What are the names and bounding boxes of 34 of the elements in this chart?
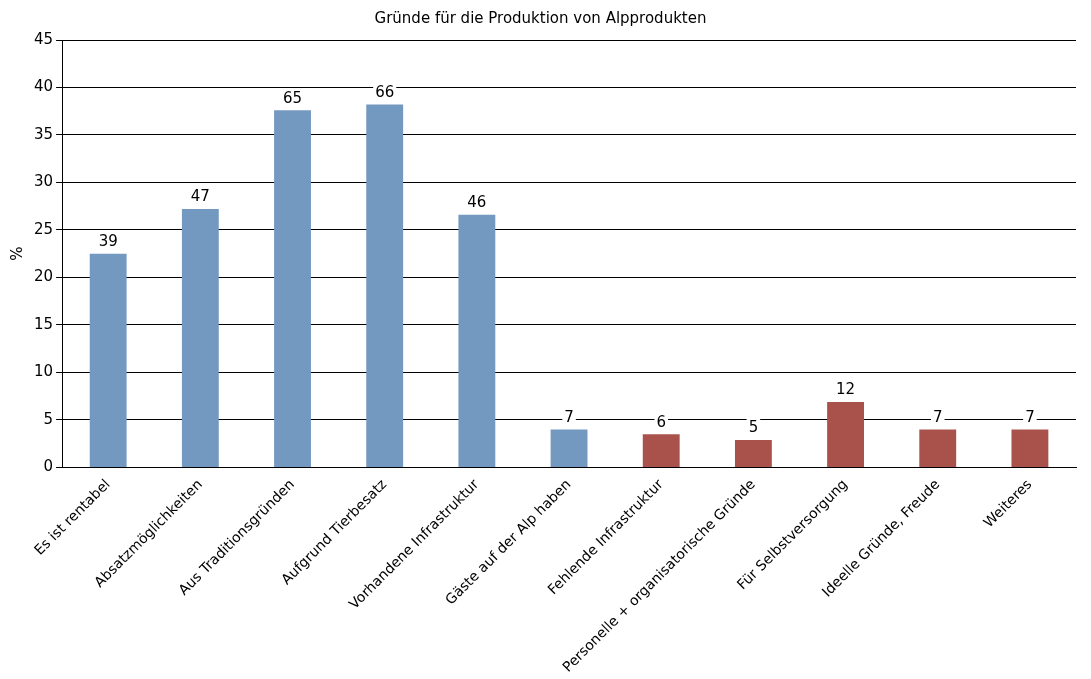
bar [550,429,588,467]
annotation: 6 [656,412,666,431]
y-tick-label: 20 [33,267,54,286]
y-tick-label: 30 [33,172,54,191]
annotation: 65 [282,88,303,107]
y-tick-label: 5 [43,409,54,428]
annotation: 12 [836,380,856,399]
annotation: 47 [190,187,210,206]
y-tick-label: 40 [33,77,54,96]
bar [827,401,864,467]
y-tick-label: 15 [33,314,54,333]
bar [181,209,219,467]
bar [458,214,496,467]
bar [642,434,680,467]
y-axis-title: % [7,246,26,261]
annotation: 39 [98,232,118,251]
bar [366,104,404,467]
y-tick-label: 25 [33,219,54,238]
annotation: 66 [375,82,395,101]
annotation: 7 [1025,407,1035,426]
bar [919,429,957,467]
annotation: 5 [748,418,759,437]
y-tick-label: 10 [33,362,54,381]
chart-title: Gründe für die Produktion von Alpprodukten [374,8,707,27]
bar [89,253,127,467]
y-tick-label: 45 [33,29,54,48]
y-tick-label: 35 [33,124,54,143]
annotation: 46 [467,193,487,212]
annotation: 7 [932,407,943,426]
bar [734,439,772,467]
annotation: 7 [564,407,574,426]
y-tick-label: 0 [43,457,54,476]
bar [274,110,311,467]
bar [1011,429,1049,467]
